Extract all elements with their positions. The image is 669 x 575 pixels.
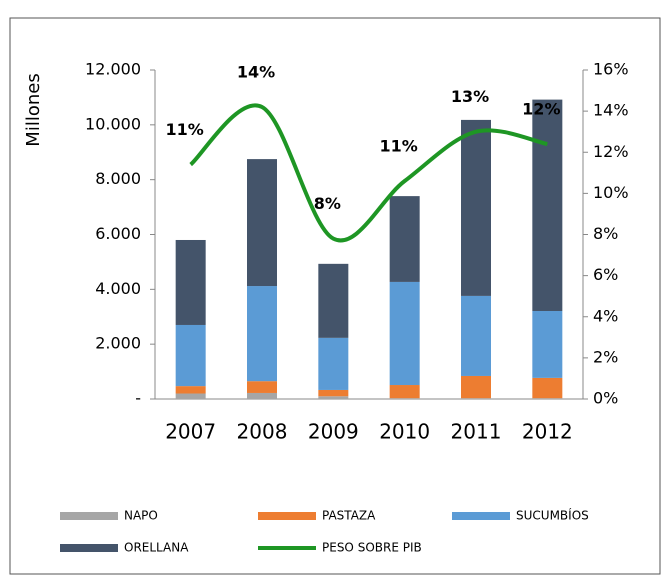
bar-segment [247, 159, 277, 287]
legend-label: NAPO [124, 509, 158, 523]
y2-tick-label: 16% [593, 60, 629, 79]
x-tick-label: 2010 [379, 420, 430, 444]
x-tick-label: 2011 [451, 420, 502, 444]
bar-segment [532, 99, 563, 311]
y2-tick-label: 2% [593, 347, 618, 366]
bar-segment [532, 377, 563, 399]
y2-tick-label: 4% [593, 306, 618, 325]
legend-swatch [452, 512, 510, 520]
legend-swatch [60, 512, 118, 520]
bar-segment [175, 324, 206, 387]
bar-segment [532, 310, 563, 378]
data-label: 12% [522, 100, 560, 119]
bar-segment [175, 239, 206, 325]
bar-segment [389, 398, 420, 399]
y-tick-label: - [135, 389, 141, 408]
bar-segment [318, 396, 349, 399]
bar-segment [318, 263, 349, 338]
bar-segment [175, 393, 206, 399]
y-tick-label: 8.000 [95, 169, 141, 188]
bar-segment [461, 375, 491, 399]
legend-label: ORELLANA [124, 541, 189, 555]
y-tick-label: 12.000 [85, 60, 141, 79]
x-tick-label: 2009 [308, 420, 359, 444]
y2-tick-label: 8% [593, 224, 618, 243]
x-tick-label: 2008 [237, 420, 288, 444]
legend-swatch [60, 544, 118, 552]
bar-segment [175, 386, 206, 394]
legend-label: SUCUMBÍOS [516, 508, 589, 523]
bar-segment [247, 392, 277, 399]
y2-tick-label: 10% [593, 183, 629, 202]
y-tick-label: 10.000 [85, 114, 141, 133]
y2-tick-label: 12% [593, 142, 629, 161]
bar-segment [247, 286, 277, 382]
line [189, 103, 548, 243]
y-tick-label: 4.000 [95, 279, 141, 298]
y2-tick-label: 0% [593, 389, 618, 408]
y-axis-label: Millones [23, 73, 44, 146]
y2-tick-label: 6% [593, 265, 618, 284]
bar-segment [461, 295, 491, 376]
bar-segment [389, 281, 420, 386]
bar-segment [247, 381, 277, 393]
bar-segment [532, 398, 563, 399]
y2-tick-label: 14% [593, 101, 629, 120]
y-tick-label: 6.000 [95, 224, 141, 243]
data-label: 13% [451, 87, 489, 106]
x-tick-label: 2007 [165, 420, 216, 444]
bar-segment [461, 398, 491, 399]
data-label: 11% [380, 137, 418, 156]
legend-label: PASTAZA [322, 509, 376, 523]
bar-segment [318, 389, 349, 397]
x-tick-label: 2012 [522, 420, 573, 444]
bar-segment [461, 119, 491, 296]
y-tick-label: 2.000 [95, 334, 141, 353]
bar-segment [389, 385, 420, 399]
data-label: 8% [314, 194, 341, 213]
data-label: 11% [166, 120, 204, 139]
legend-label: PESO SOBRE PIB [322, 541, 422, 555]
legend-swatch [258, 512, 316, 520]
bar-segment [318, 337, 349, 390]
data-label: 14% [237, 63, 275, 82]
bar-segment [389, 196, 420, 282]
